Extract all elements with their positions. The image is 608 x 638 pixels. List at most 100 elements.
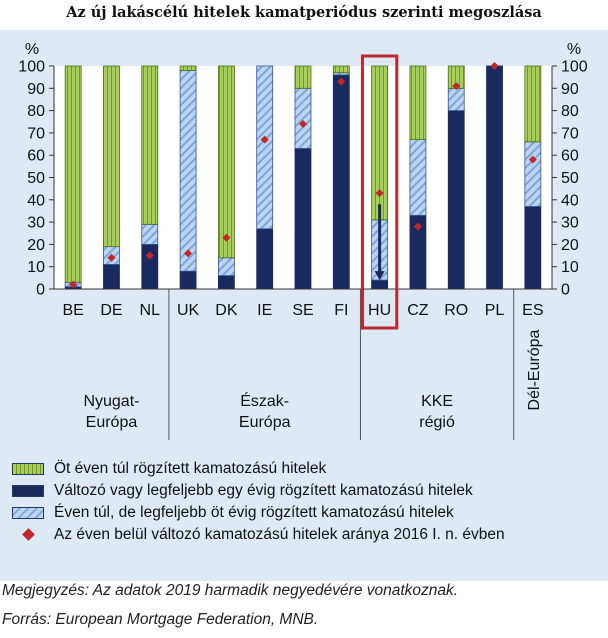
chart-panel: 0 0 10 10 20 20 30 30 40 40 50 50 60 60 70 70 80 80 90 90 10… xyxy=(0,30,608,581)
marker-nl xyxy=(145,251,154,260)
x-tick-label-uk: UK xyxy=(177,302,200,319)
x-tick-label-es: ES xyxy=(522,302,543,319)
marker-dk xyxy=(222,233,231,242)
x-tick-label-cz: CZ xyxy=(407,302,429,319)
y-tick-label-left: 20 xyxy=(27,237,45,254)
marker-uk xyxy=(184,249,193,258)
legend-marker-icon xyxy=(22,528,35,541)
y-tick-label-left: 80 xyxy=(27,103,45,120)
marker-se xyxy=(299,119,307,128)
y-tick-label-right: 80 xyxy=(561,103,579,120)
stacked-bar-chart: 0 0 10 10 20 20 30 30 40 40 50 50 60 60 70 70 80 80 90 90 10… xyxy=(18,41,588,440)
marker-de xyxy=(107,253,116,262)
legend-swatch-mid xyxy=(12,507,44,519)
group-label-2-line-0: KKE xyxy=(421,393,453,410)
bar-segment-pl-variable xyxy=(486,65,503,290)
y-tick-label-right: 10 xyxy=(561,259,579,276)
bar-segment-se-variable xyxy=(294,148,312,290)
x-tick-label-dk: DK xyxy=(215,302,238,319)
bar-segment-se-long xyxy=(294,65,312,89)
legend-swatch-long xyxy=(12,463,44,475)
y-tick-label-right: 0 xyxy=(561,282,570,299)
bar-segment-es-mid xyxy=(524,141,542,207)
y-unit-left: % xyxy=(25,41,39,58)
y-tick-label-right: 100 xyxy=(561,59,588,76)
legend-label: Változó vagy legfeljebb egy évig rögzíte… xyxy=(54,482,473,499)
x-tick-label-ro: RO xyxy=(444,302,468,319)
bar-segment-hu-variable xyxy=(371,279,389,290)
bar-segment-uk-long xyxy=(179,65,197,71)
bar-segment-nl-variable xyxy=(141,243,159,290)
legend-label: Éven túl, de legfeljebb öt évig rögzítet… xyxy=(54,504,454,521)
marker-ie xyxy=(260,135,269,144)
x-tick-label-be: BE xyxy=(62,302,83,319)
y-tick-label-left: 40 xyxy=(27,192,45,209)
legend-label: Öt éven túl rögzített kamatozású hitelek xyxy=(54,460,327,477)
bar-segment-fi-long xyxy=(332,65,350,74)
y-tick-label-left: 50 xyxy=(27,170,45,187)
x-tick-label-fi: FI xyxy=(334,302,348,319)
group-label-2-line-1: régió xyxy=(419,414,455,431)
marker-ro xyxy=(452,82,461,91)
marker-es xyxy=(528,155,537,164)
highlight-box-hu xyxy=(360,54,399,330)
y-tick-label-left: 70 xyxy=(27,125,45,142)
marker-be xyxy=(69,280,78,289)
bar-segment-dk-variable xyxy=(217,275,235,290)
x-tick-label-nl: NL xyxy=(140,302,161,319)
x-tick-label-se: SE xyxy=(292,302,313,319)
group-label-0-line-1: Európa xyxy=(86,414,138,431)
y-tick-label-right: 90 xyxy=(561,81,579,98)
chart-note: Megjegyzés: Az adatok 2019 harmadik negy… xyxy=(2,582,459,599)
group-label-3: Dél-Európa xyxy=(526,329,543,410)
bar-segment-nl-mid xyxy=(141,223,159,245)
y-tick-label-right: 20 xyxy=(561,237,579,254)
bar-segment-dk-mid xyxy=(217,257,235,277)
legend-swatch-var xyxy=(12,485,44,497)
bar-segment-ie-variable xyxy=(256,228,274,290)
x-tick-label-hu: HU xyxy=(368,302,391,319)
bar-segment-se-mid xyxy=(294,87,312,149)
marker-pl xyxy=(490,62,499,70)
y-tick-label-left: 30 xyxy=(27,215,45,232)
bar-segment-uk-variable xyxy=(179,270,197,290)
y-tick-label-right: 30 xyxy=(561,215,579,232)
marker-cz xyxy=(413,222,422,231)
y-tick-label-left: 10 xyxy=(27,259,45,276)
y-tick-label-right: 50 xyxy=(561,170,579,187)
x-tick-label-pl: PL xyxy=(485,302,505,319)
legend-label: Az éven belül változó kamatozású hitelek… xyxy=(54,526,505,543)
y-tick-label-left: 90 xyxy=(27,81,45,98)
y-tick-label-right: 40 xyxy=(561,192,579,209)
chart-title: Az új lakáscélú hitelek kamatperiódus sz… xyxy=(66,4,542,21)
y-tick-label-left: 60 xyxy=(27,148,45,165)
y-tick-label-left: 0 xyxy=(36,282,45,299)
bar-segment-dk-long xyxy=(217,65,235,259)
bar-segment-ro-mid xyxy=(447,87,465,111)
bar-segment-uk-mid xyxy=(179,70,197,272)
bar-segment-nl-long xyxy=(141,65,159,225)
bar-segment-ie-mid xyxy=(256,65,274,230)
group-label-1-line-1: Európa xyxy=(239,414,291,431)
bar-segment-de-long xyxy=(103,65,120,248)
x-tick-label-de: DE xyxy=(100,302,122,319)
y-tick-label-right: 60 xyxy=(561,148,579,165)
group-label-1-line-0: Észak- xyxy=(240,391,289,410)
chart-source: Forrás: European Mortgage Federation, MN… xyxy=(2,611,319,628)
bar-segment-ro-variable xyxy=(447,110,465,290)
bar-segment-es-variable xyxy=(524,206,542,290)
highlight-arrow-head xyxy=(374,271,385,281)
bar-segment-de-variable xyxy=(103,264,120,290)
marker-fi xyxy=(337,77,346,86)
bar-segment-fi-variable xyxy=(332,74,350,290)
group-label-0-line-0: Nyugat- xyxy=(83,393,139,410)
bar-segment-cz-long xyxy=(409,65,427,140)
bar-segment-es-long xyxy=(524,65,542,143)
y-tick-label-left: 100 xyxy=(18,59,45,76)
bar-segment-cz-mid xyxy=(409,139,427,216)
bar-segment-be-long xyxy=(64,65,82,283)
x-tick-label-ie: IE xyxy=(257,302,272,319)
y-tick-label-right: 70 xyxy=(561,125,579,142)
y-unit-right: % xyxy=(567,41,581,58)
marker-hu xyxy=(375,189,384,198)
